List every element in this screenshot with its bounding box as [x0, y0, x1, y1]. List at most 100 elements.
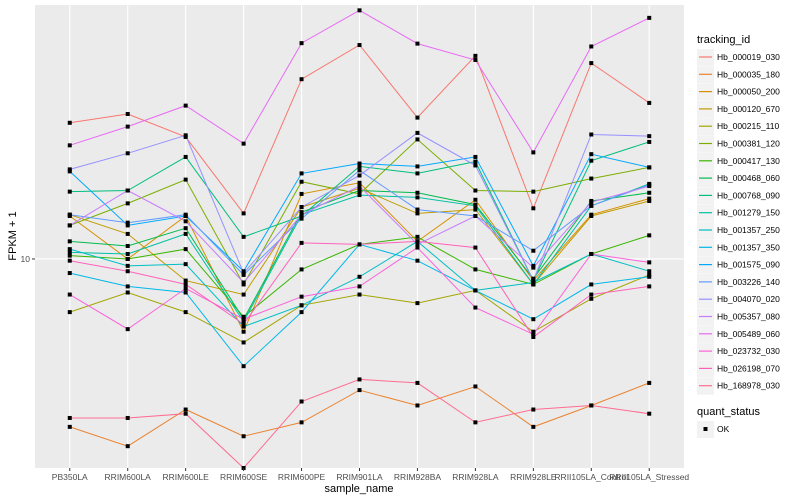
legend-label-Hb_000768_090: Hb_000768_090: [717, 190, 780, 200]
legend-label-quant-status: OK: [717, 424, 730, 434]
data-point-Hb_000035_180: [299, 420, 304, 425]
data-point-Hb_000035_180: [647, 380, 652, 385]
legend-label-Hb_000215_110: Hb_000215_110: [717, 121, 780, 131]
data-point-Hb_000050_200: [647, 196, 652, 201]
data-point-Hb_001357_250: [647, 269, 652, 274]
data-point-Hb_000468_060: [67, 239, 72, 244]
data-point-Hb_001575_090: [299, 171, 304, 176]
data-point-Hb_026198_070: [67, 258, 72, 263]
data-point-Hb_001279_150: [67, 250, 72, 255]
data-point-Hb_026198_070: [531, 334, 536, 339]
legend-label-Hb_001357_350: Hb_001357_350: [717, 242, 780, 252]
data-point-Hb_005357_080: [67, 223, 72, 228]
data-point-Hb_000120_670: [415, 211, 420, 216]
data-point-Hb_000019_030: [299, 77, 304, 82]
data-point-Hb_000019_030: [473, 53, 478, 58]
x-tick-label: RRII105LA_Control: [554, 472, 628, 482]
x-tick-label: RRIM600LE: [163, 472, 210, 482]
data-point-Hb_005489_060: [241, 141, 246, 146]
data-point-Hb_000035_180: [241, 434, 246, 439]
data-point-Hb_168978_030: [183, 411, 188, 416]
data-point-Hb_000468_060: [647, 190, 652, 195]
legend-title-quant-status: quant_status: [697, 406, 760, 418]
data-point-Hb_003226_140: [183, 212, 188, 217]
data-point-Hb_005357_080: [125, 188, 130, 193]
data-point-Hb_000768_090: [183, 154, 188, 159]
data-point-Hb_168978_030: [589, 403, 594, 408]
legend-label-Hb_000468_060: Hb_000468_060: [717, 173, 780, 183]
data-point-Hb_023732_030: [415, 245, 420, 250]
data-point-Hb_000050_200: [241, 329, 246, 334]
data-point-Hb_000417_130: [415, 234, 420, 239]
data-point-Hb_004070_020: [531, 278, 536, 283]
legend-label-Hb_026198_070: Hb_026198_070: [717, 363, 780, 373]
data-point-Hb_000468_060: [183, 226, 188, 231]
data-point-Hb_000768_090: [647, 139, 652, 144]
legend-label-Hb_001279_150: Hb_001279_150: [717, 208, 780, 218]
data-point-Hb_005357_080: [473, 213, 478, 218]
data-point-Hb_000417_130: [473, 267, 478, 272]
data-point-Hb_000120_670: [183, 278, 188, 283]
x-tick-label: RRII105LA_Stressed: [609, 472, 689, 482]
data-point-Hb_004070_020: [357, 173, 362, 178]
data-point-Hb_001279_150: [473, 203, 478, 208]
x-tick-label: RRIM600PE: [278, 472, 326, 482]
data-point-Hb_023732_030: [531, 332, 536, 337]
data-point-Hb_003226_140: [415, 207, 420, 212]
data-point-Hb_000120_670: [241, 292, 246, 297]
data-point-Hb_001357_350: [125, 284, 130, 289]
data-point-Hb_001357_350: [241, 364, 246, 369]
y-tick-label: 10: [21, 254, 31, 264]
data-point-Hb_000417_130: [299, 267, 304, 272]
data-point-Hb_000768_090: [415, 171, 420, 176]
data-point-Hb_000019_030: [647, 100, 652, 105]
data-point-Hb_000019_030: [415, 115, 420, 120]
data-point-Hb_001357_250: [299, 303, 304, 308]
data-point-Hb_023732_030: [589, 251, 594, 256]
data-point-Hb_023732_030: [647, 260, 652, 265]
data-point-Hb_004070_020: [241, 271, 246, 276]
data-point-Hb_000215_110: [531, 329, 536, 334]
data-point-Hb_000468_060: [299, 210, 304, 215]
data-point-Hb_001575_090: [415, 164, 420, 169]
data-point-Hb_000120_670: [473, 207, 478, 212]
y-axis: 10: [21, 254, 35, 264]
x-tick-label: RRIM901LA: [336, 472, 383, 482]
data-point-Hb_005357_080: [647, 184, 652, 189]
data-point-Hb_003226_140: [299, 216, 304, 221]
data-point-Hb_005357_080: [415, 242, 420, 247]
data-point-Hb_168978_030: [299, 399, 304, 404]
legend-label-Hb_001575_090: Hb_001575_090: [717, 260, 780, 270]
y-axis-title: FPKM + 1: [7, 211, 19, 260]
data-point-Hb_000768_090: [473, 159, 478, 164]
data-point-Hb_000381_120: [589, 176, 594, 181]
data-point-Hb_023732_030: [241, 317, 246, 322]
data-point-Hb_026198_070: [183, 282, 188, 287]
x-axis: PB350LA RRIM600LA RRIM600LE RRIM600SE RRIM60…: [52, 468, 689, 482]
legend-label-Hb_005489_060: Hb_005489_060: [717, 329, 780, 339]
legend-title-tracking-id: tracking_id: [697, 34, 750, 46]
data-point-Hb_000381_120: [183, 177, 188, 182]
legend-label-Hb_000120_670: Hb_000120_670: [717, 104, 780, 114]
data-point-Hb_000468_060: [125, 243, 130, 248]
data-point-Hb_004070_020: [473, 163, 478, 168]
data-point-Hb_005489_060: [647, 15, 652, 20]
data-point-Hb_003226_140: [67, 212, 72, 217]
data-point-Hb_001279_150: [357, 193, 362, 198]
legend-label-Hb_000417_130: Hb_000417_130: [717, 156, 780, 166]
legend-label-Hb_000050_200: Hb_000050_200: [717, 87, 780, 97]
legend-label-Hb_000019_030: Hb_000019_030: [717, 52, 780, 62]
data-point-Hb_001279_150: [241, 319, 246, 324]
data-point-Hb_000215_110: [125, 290, 130, 295]
data-point-Hb_000381_120: [473, 188, 478, 193]
data-point-Hb_001357_250: [241, 324, 246, 329]
data-point-Hb_001357_350: [67, 271, 72, 276]
data-point-Hb_000768_090: [67, 189, 72, 194]
data-point-Hb_168978_030: [531, 407, 536, 412]
data-point-Hb_001357_350: [183, 290, 188, 295]
data-point-Hb_005489_060: [589, 44, 594, 49]
data-point-Hb_026198_070: [125, 269, 130, 274]
data-point-Hb_005357_080: [531, 265, 536, 270]
x-tick-label: RRIM600LA: [105, 472, 152, 482]
data-point-Hb_005357_080: [183, 219, 188, 224]
